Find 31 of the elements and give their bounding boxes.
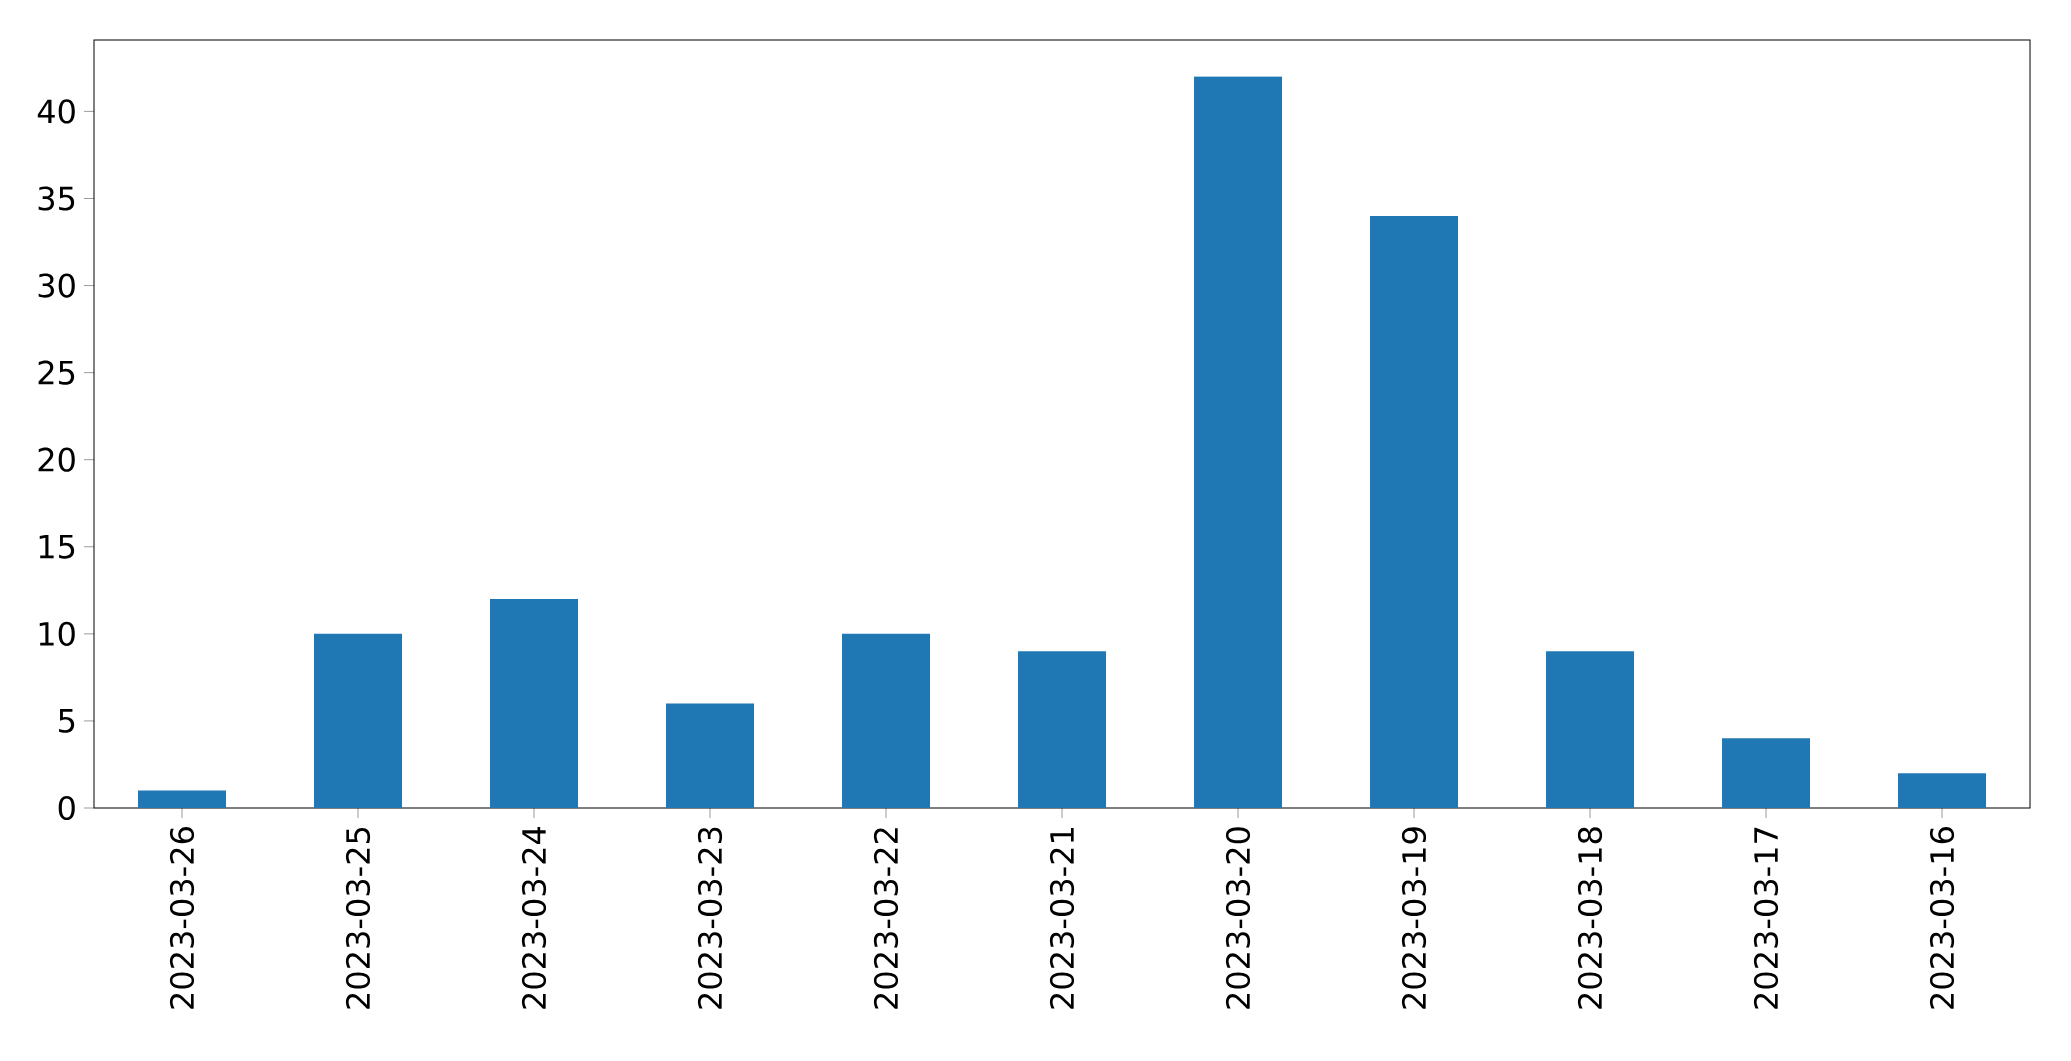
y-tick-label: 40 <box>37 99 75 124</box>
x-tick-label: 2023-03-26 <box>169 827 195 1009</box>
y-tick-label: 20 <box>38 447 75 472</box>
bar <box>1546 651 1635 808</box>
x-tick-label: 2023-03-25 <box>345 827 371 1009</box>
x-tick-label: 2023-03-16 <box>1929 827 1955 1009</box>
y-tick-label: 5 <box>59 709 75 733</box>
y-tick-label: 10 <box>39 621 75 646</box>
x-tick-label: 2023-03-23 <box>697 827 723 1009</box>
bar <box>1898 773 1987 808</box>
bar <box>1018 651 1107 808</box>
y-tick-label: 30 <box>38 273 75 298</box>
bar <box>1194 76 1283 808</box>
y-tick-label: 35 <box>38 186 75 211</box>
bar <box>1722 738 1811 808</box>
x-tick-label: 2023-03-21 <box>1049 828 1075 1009</box>
y-tick-label: 0 <box>58 795 75 821</box>
bar <box>842 633 931 808</box>
y-tick-label: 25 <box>38 360 75 385</box>
x-tick-label: 2023-03-24 <box>521 826 547 1009</box>
bar <box>314 633 403 808</box>
x-tick-label: 2023-03-17 <box>1753 827 1779 1009</box>
x-tick-label: 2023-03-19 <box>1401 827 1427 1009</box>
x-tick-label: 2023-03-20 <box>1225 827 1251 1009</box>
x-tick-label: 2023-03-22 <box>873 828 899 1009</box>
bar <box>1370 215 1459 808</box>
bar <box>138 790 226 808</box>
y-tick-label: 15 <box>39 534 75 559</box>
x-tick-label: 2023-03-18 <box>1577 827 1603 1009</box>
bar <box>490 599 579 808</box>
bar <box>666 703 755 808</box>
